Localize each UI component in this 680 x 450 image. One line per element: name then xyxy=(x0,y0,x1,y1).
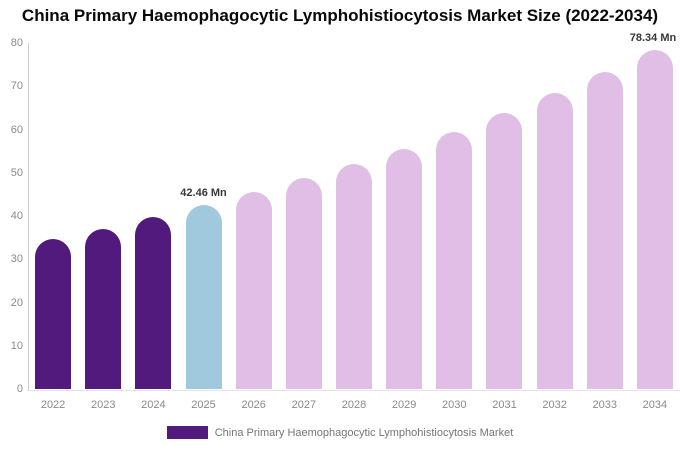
x-axis-label-2022: 2022 xyxy=(40,399,66,411)
bar-2025[interactable] xyxy=(185,205,222,389)
bar-2030[interactable] xyxy=(436,132,473,389)
legend-label: China Primary Haemophagocytic Lymphohist… xyxy=(214,426,514,439)
x-axis-label-2023: 2023 xyxy=(90,399,116,411)
x-axis-label-2031: 2031 xyxy=(492,399,517,411)
y-tick-label: 10 xyxy=(10,339,23,352)
y-tick-label: 0 xyxy=(16,383,23,395)
bar-2024[interactable] xyxy=(135,217,172,389)
bar-2028[interactable] xyxy=(336,163,372,389)
y-tick-label: 80 xyxy=(10,37,23,49)
bar-2029[interactable] xyxy=(386,148,423,389)
bar-2031[interactable] xyxy=(486,112,523,389)
x-axis-label-2030: 2030 xyxy=(442,399,467,411)
x-axis-label-2026: 2026 xyxy=(241,399,266,411)
bar-2023[interactable] xyxy=(85,228,122,389)
x-axis-label-2029: 2029 xyxy=(391,399,417,411)
y-axis-line xyxy=(28,43,29,390)
bar-2027[interactable] xyxy=(285,178,322,389)
y-tick-label: 30 xyxy=(10,253,23,266)
y-tick-label: 60 xyxy=(10,123,23,136)
legend-swatch-icon xyxy=(166,426,208,439)
y-tick-label: 40 xyxy=(10,210,23,222)
value-label-2034: 78.34 Mn xyxy=(629,32,677,45)
x-axis-label-2028: 2028 xyxy=(341,399,367,411)
bar-2033[interactable] xyxy=(586,72,623,389)
x-axis-label-2034: 2034 xyxy=(642,399,668,411)
x-axis-line xyxy=(28,390,680,391)
x-axis-label-2033: 2033 xyxy=(592,399,618,411)
chart-title: China Primary Haemophagocytic Lymphohist… xyxy=(21,6,659,25)
bar-2034[interactable] xyxy=(636,50,673,389)
y-tick-label: 70 xyxy=(10,80,23,93)
bar-2022[interactable] xyxy=(35,239,72,389)
y-tick-label: 20 xyxy=(10,296,23,309)
bar-2026[interactable] xyxy=(235,192,272,389)
bar-2032[interactable] xyxy=(536,93,573,389)
value-label-2025: 42.46 Mn xyxy=(180,187,227,200)
y-tick-label: 50 xyxy=(10,166,23,179)
legend-item[interactable]: China Primary Haemophagocytic Lymphohist… xyxy=(0,426,680,439)
x-axis-label-2025: 2025 xyxy=(191,399,216,411)
x-axis-label-2032: 2032 xyxy=(542,399,567,411)
x-axis-label-2027: 2027 xyxy=(291,399,317,411)
x-axis-label-2024: 2024 xyxy=(141,399,166,411)
